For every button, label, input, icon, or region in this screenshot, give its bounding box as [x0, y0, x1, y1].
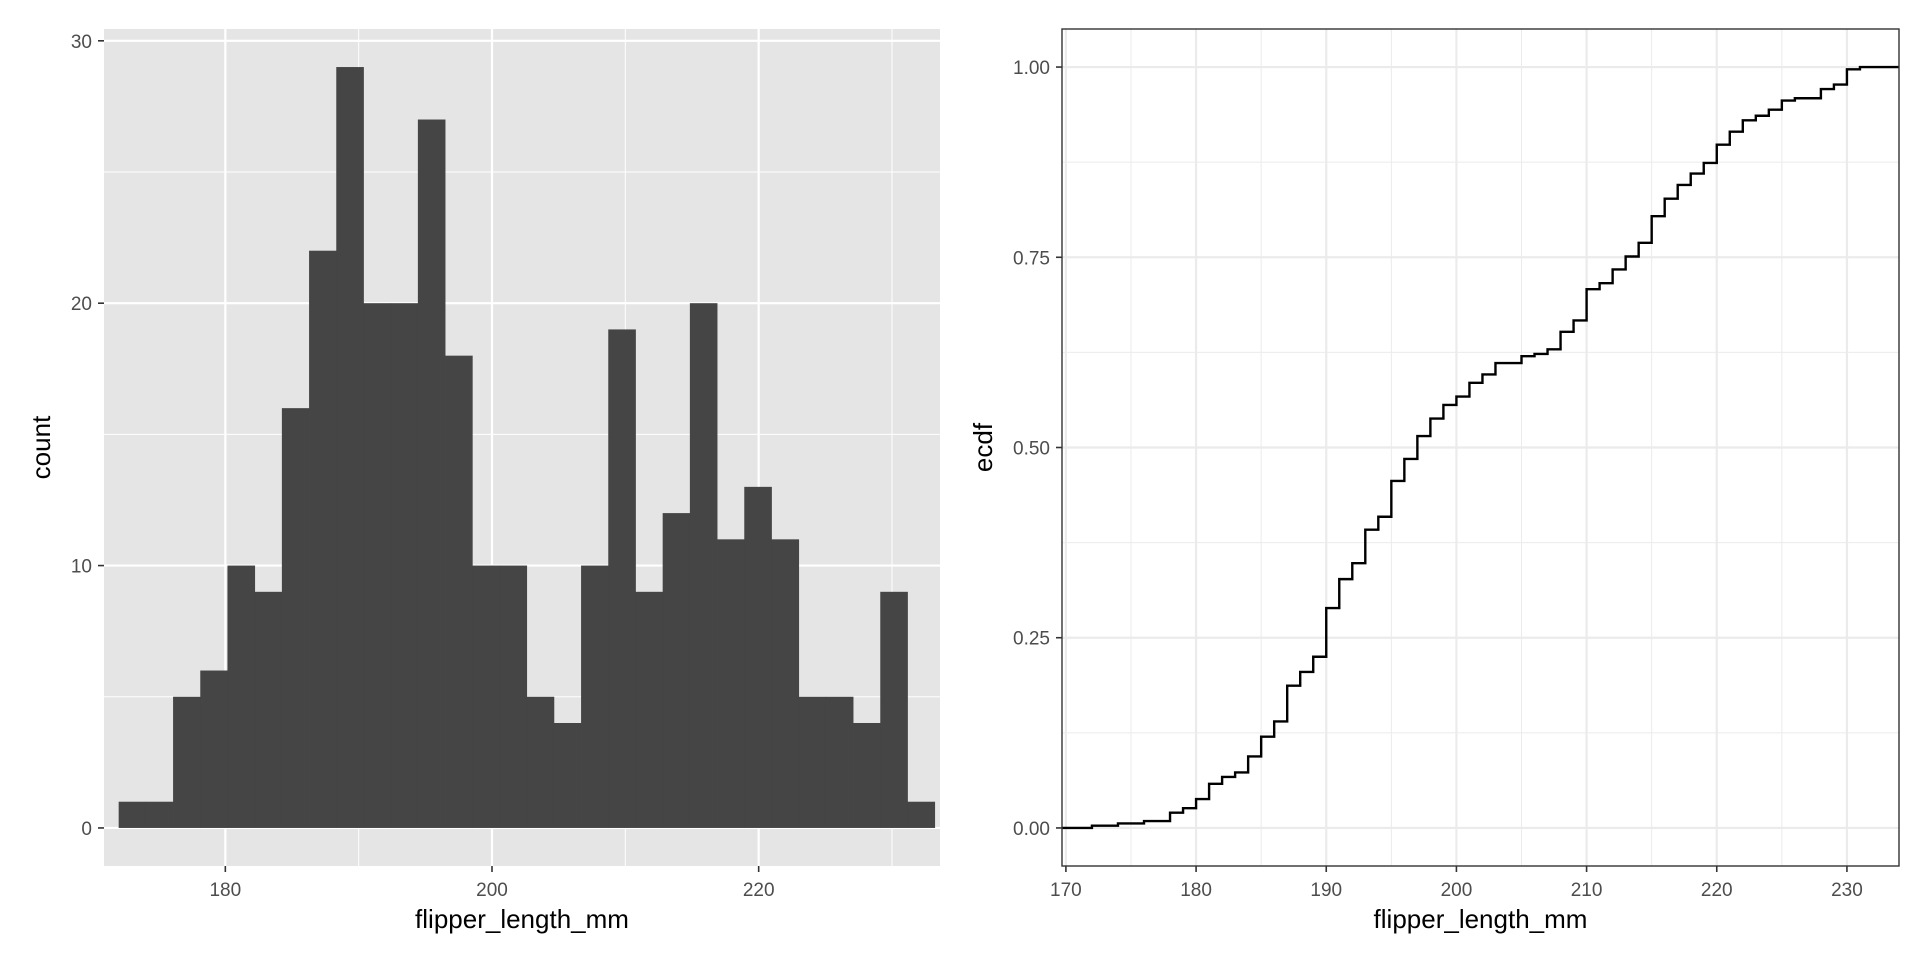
histogram-bar: [744, 486, 772, 828]
histogram-bar: [472, 565, 500, 828]
histogram-bar: [499, 565, 528, 828]
histogram-x-tick-label: 200: [476, 880, 508, 901]
ecdf-x-tick-label: 170: [1050, 880, 1082, 901]
histogram-y-tick-label: 0: [81, 819, 92, 840]
histogram-bar: [798, 696, 827, 828]
histogram-x-tick-label: 220: [743, 880, 775, 901]
ecdf-x-tick-label: 210: [1571, 880, 1603, 901]
histogram-axis-ticks: 0 10 20 30 180 200 220: [71, 32, 775, 901]
histogram-bar: [445, 355, 473, 828]
histogram-bar: [145, 801, 174, 828]
ecdf-axis-ticks: 0.00 0.25 0.50 0.75 1.00 170 180 190 200 210 220 23…: [1013, 58, 1863, 901]
histogram-bar: [363, 303, 392, 828]
histogram-bar: [417, 119, 446, 828]
histogram-bar: [254, 591, 283, 828]
histogram-bar: [227, 565, 256, 828]
histogram-bar: [635, 591, 664, 828]
histogram-bar: [907, 801, 936, 828]
ecdf-x-tick-label: 190: [1310, 880, 1342, 901]
histogram-x-tick-label: 180: [209, 880, 241, 901]
histogram-bar: [689, 303, 718, 828]
histogram-y-tick-label: 20: [71, 294, 92, 315]
histogram-y-tick-label: 10: [71, 557, 92, 578]
ecdf-y-axis-title: ecdf: [968, 422, 998, 472]
ecdf-y-tick-label: 0.75: [1013, 248, 1050, 269]
ecdf-chart: 0.00 0.25 0.50 0.75 1.00 170 180 190 200 210 220 23…: [968, 28, 1900, 934]
histogram-x-axis-title: flipper_length_mm: [415, 904, 629, 934]
histogram-y-axis-title: count: [26, 415, 56, 479]
histogram-bar: [608, 329, 636, 828]
histogram-bar: [553, 723, 582, 828]
ecdf-gridlines: [1062, 29, 1899, 866]
histogram-bar: [853, 723, 881, 828]
histogram-bar: [526, 696, 555, 828]
histogram-bar: [581, 565, 609, 828]
histogram-chart: 0 10 20 30 180 200 220 flipper_length_mm count: [26, 29, 940, 934]
ecdf-y-tick-label: 0.50: [1013, 439, 1050, 460]
histogram-bar: [662, 513, 691, 828]
ecdf-y-tick-label: 0.00: [1013, 819, 1050, 840]
histogram-bar: [281, 408, 310, 828]
histogram-bar: [390, 303, 419, 828]
histogram-bar: [880, 591, 908, 828]
histogram-bars: [118, 67, 936, 828]
histogram-bar: [173, 696, 201, 828]
histogram-bar: [309, 250, 337, 828]
histogram-bar: [336, 67, 364, 828]
histogram-bar: [118, 801, 147, 828]
ecdf-x-tick-label: 180: [1180, 880, 1212, 901]
histogram-bar: [825, 696, 854, 828]
ecdf-x-axis-title: flipper_length_mm: [1374, 904, 1588, 934]
ecdf-step-line: [1062, 65, 1899, 830]
histogram-bar: [771, 539, 800, 828]
histogram-bar: [200, 670, 228, 828]
ecdf-y-tick-label: 1.00: [1013, 58, 1050, 79]
ecdf-y-tick-label: 0.25: [1013, 629, 1050, 650]
ecdf-x-tick-label: 230: [1831, 880, 1863, 901]
histogram-bar: [717, 539, 745, 828]
ecdf-x-tick-label: 220: [1701, 880, 1733, 901]
histogram-y-tick-label: 30: [71, 32, 92, 53]
ecdf-x-tick-label: 200: [1441, 880, 1473, 901]
